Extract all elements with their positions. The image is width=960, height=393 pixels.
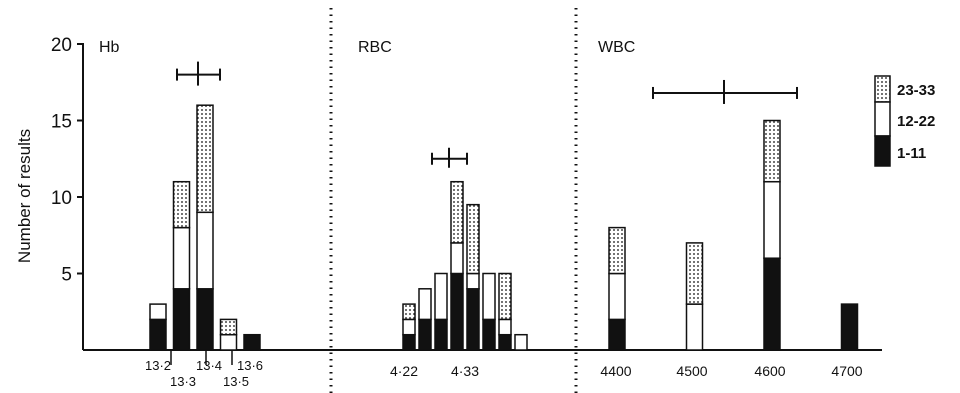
y-tick-label: 10 bbox=[51, 188, 72, 209]
bar-segment-black bbox=[418, 318, 432, 351]
bar-segment-white bbox=[434, 272, 448, 321]
y-axis-title: Number of results bbox=[15, 129, 34, 263]
y-tick-label: 5 bbox=[61, 265, 72, 286]
bar-segment-black bbox=[466, 288, 480, 351]
error-bar bbox=[176, 61, 221, 86]
bar-segment-black bbox=[763, 257, 781, 351]
legend-swatch-black bbox=[874, 135, 891, 167]
legend-swatch-dotted bbox=[874, 75, 891, 103]
bar-segment-black bbox=[450, 272, 464, 351]
tick-label-4-33: 4·33 bbox=[451, 363, 479, 379]
bar-segment-black bbox=[402, 333, 416, 351]
bar-segment-black bbox=[840, 303, 859, 351]
bar-segment-dotted bbox=[402, 303, 416, 321]
error-bar bbox=[431, 147, 468, 168]
y-tick-label: 20 bbox=[51, 35, 72, 56]
legend-label-23-33: 23-33 bbox=[897, 82, 935, 99]
bar-segment-white bbox=[418, 288, 432, 321]
bar-segment-black bbox=[498, 333, 512, 351]
bar-segment-dotted bbox=[219, 318, 238, 336]
bar-segment-white bbox=[466, 272, 480, 290]
panel-label-hb: Hb bbox=[99, 39, 120, 56]
bar-segment-dotted bbox=[450, 180, 464, 244]
bar-segment-dotted bbox=[498, 272, 512, 321]
tick-label-4600: 4600 bbox=[754, 363, 785, 379]
bar-segment-black bbox=[434, 318, 448, 351]
bar-segment-white bbox=[608, 272, 626, 321]
tick-label-4-22: 4·22 bbox=[390, 363, 418, 379]
bar-segment-white bbox=[196, 211, 214, 290]
bar-segment-dotted bbox=[172, 180, 191, 229]
legend: 23-33 12-22 1-11 bbox=[874, 75, 935, 167]
bar-segment-black bbox=[243, 333, 261, 351]
bar-segment-white bbox=[402, 318, 416, 336]
tick-label-13-6: 13·6 bbox=[237, 358, 263, 373]
bar-segment-white bbox=[482, 272, 496, 321]
bar-segment-dotted bbox=[196, 104, 214, 214]
bar-segment-dotted bbox=[685, 242, 704, 305]
tick-label-4500: 4500 bbox=[676, 363, 707, 379]
bar-segment-black bbox=[482, 318, 496, 351]
bar-segment-dotted bbox=[608, 226, 626, 275]
y-tick-label: 15 bbox=[51, 112, 72, 133]
bar-segment-dotted bbox=[763, 119, 781, 183]
bar-segment-white bbox=[450, 242, 464, 275]
legend-label-12-22: 12-22 bbox=[897, 113, 935, 130]
bar-segment-white bbox=[763, 180, 781, 259]
bar-segment-white bbox=[149, 303, 167, 321]
bar-segment-black bbox=[172, 288, 191, 351]
tick-label-13-5: 13·5 bbox=[223, 374, 249, 389]
tick-label-13-2: 13·2 bbox=[145, 358, 171, 373]
tick-label-4400: 4400 bbox=[600, 363, 631, 379]
bar-segment-white bbox=[172, 226, 191, 290]
bar-segment-white bbox=[685, 303, 704, 351]
legend-swatch-white bbox=[874, 101, 891, 137]
bar-segment-white bbox=[514, 333, 528, 351]
bar-segment-black bbox=[149, 318, 167, 351]
error-bar bbox=[652, 79, 798, 104]
panel-label-rbc: RBC bbox=[358, 39, 392, 56]
bar-segment-dotted bbox=[466, 203, 480, 275]
tick-label-13-4: 13·4 bbox=[196, 358, 222, 373]
bar-segment-white bbox=[219, 333, 238, 351]
legend-label-1-11: 1-11 bbox=[897, 145, 926, 162]
tick-label-13-3: 13·3 bbox=[170, 374, 196, 389]
tick-label-4700: 4700 bbox=[831, 363, 862, 379]
bar-segment-white bbox=[498, 318, 512, 336]
bar-segment-black bbox=[196, 288, 214, 351]
panel-label-wbc: WBC bbox=[598, 39, 635, 56]
bar-segment-black bbox=[608, 318, 626, 351]
